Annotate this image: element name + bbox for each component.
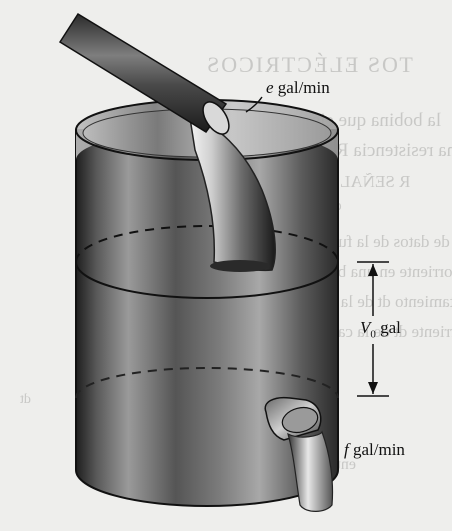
volume-sub: 0 <box>370 328 376 341</box>
inflow-unit: gal/min <box>277 78 330 97</box>
volume-label: V0 gal <box>360 318 401 340</box>
water-level-front <box>75 261 339 299</box>
inflow-stream <box>189 117 276 272</box>
volume-unit: gal <box>380 318 401 337</box>
inflow-leader <box>245 96 263 113</box>
volume-dimension <box>357 261 389 397</box>
outflow-stream <box>287 430 334 512</box>
water-level-back <box>75 225 339 263</box>
inflow-var: e <box>266 78 274 97</box>
inflow-label: e gal/min <box>266 78 330 98</box>
outflow-unit: gal/min <box>352 440 405 459</box>
volume-var: V <box>360 318 371 337</box>
bottom-back <box>75 367 339 399</box>
outflow-var: f <box>344 440 349 459</box>
stream-splash <box>210 260 270 272</box>
inlet-pipe <box>58 12 230 135</box>
outflow-label: f gal/min <box>344 440 405 460</box>
outlet-pipe <box>264 396 322 441</box>
